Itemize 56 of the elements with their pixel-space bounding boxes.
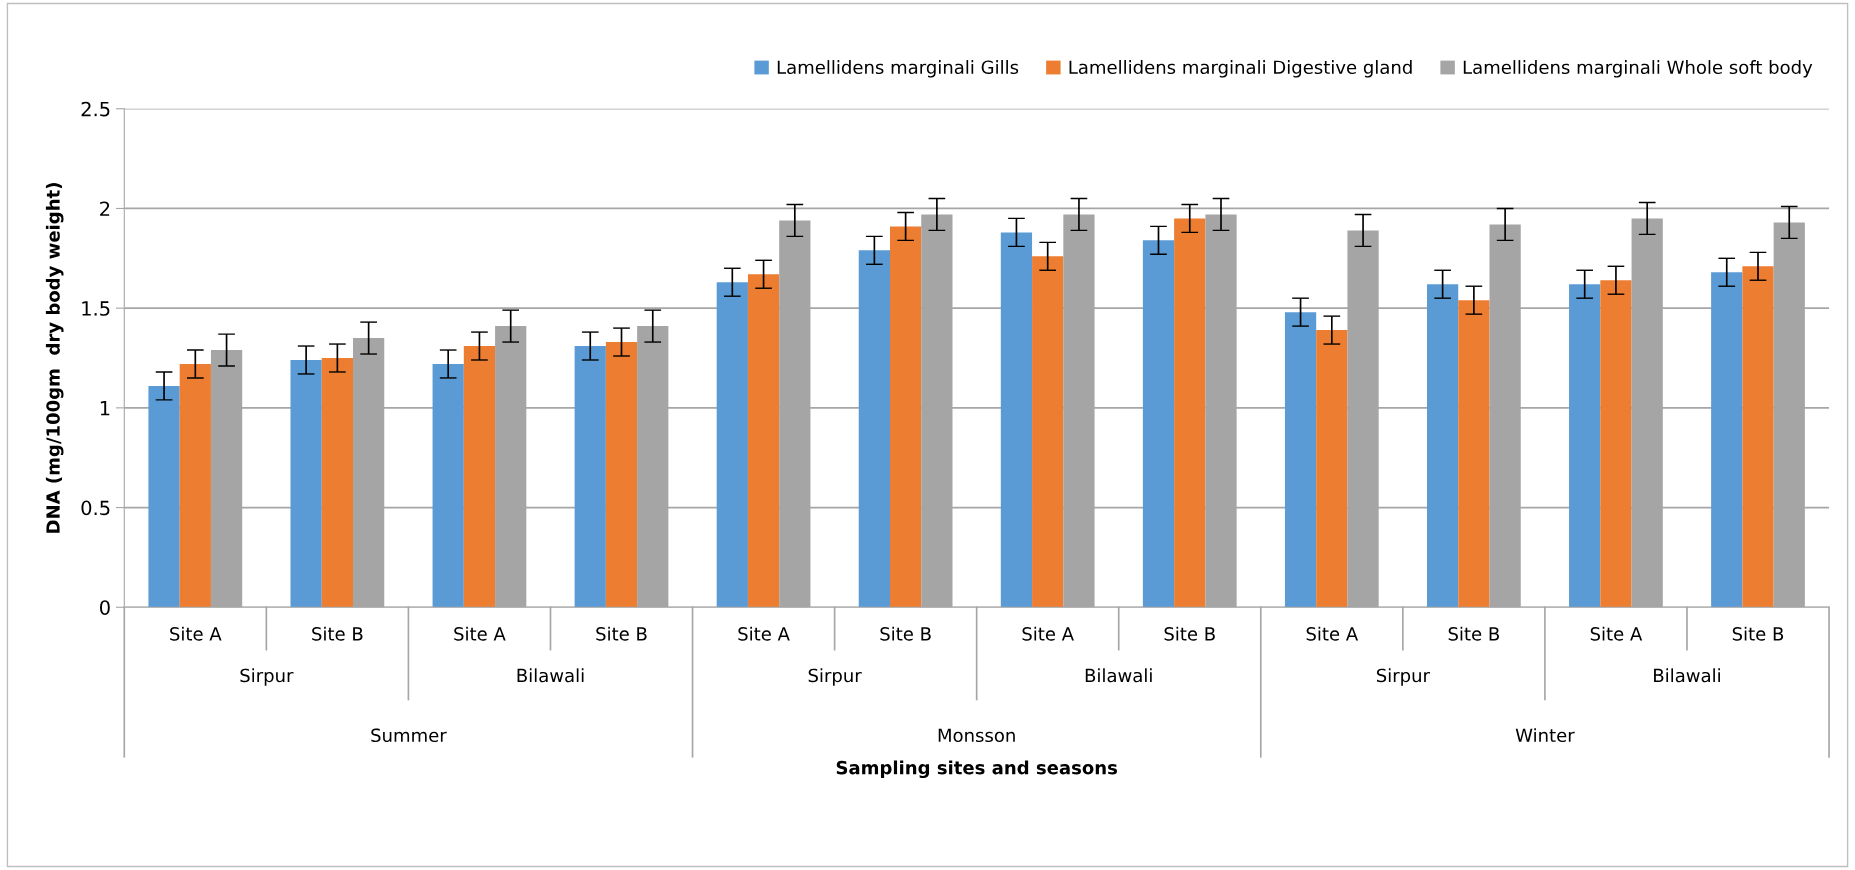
y-tick-label: 0 <box>100 600 110 615</box>
bar <box>1000 232 1033 608</box>
x-tick-label: Site A <box>454 626 506 641</box>
text: Bilawali <box>1654 668 1720 683</box>
y-tick-label: 1 <box>100 401 110 416</box>
bar <box>1569 284 1601 608</box>
bar <box>890 226 922 608</box>
bar <box>290 360 322 608</box>
legend-label: Lamellidens marginali Whole soft body <box>1463 60 1813 78</box>
text: Sampling sites and seasons <box>836 760 1117 779</box>
bar <box>321 358 353 608</box>
bar <box>1458 300 1490 608</box>
x-tick-label: Site B <box>312 626 363 641</box>
x-tick-label: Site B <box>1448 626 1499 641</box>
bar <box>858 250 890 608</box>
bar <box>1711 272 1743 608</box>
bar <box>1174 218 1206 608</box>
text: Bilawali <box>517 668 584 683</box>
bar <box>747 274 780 608</box>
x-tick-label: Site B <box>1164 626 1215 641</box>
bar <box>1426 284 1459 608</box>
bar <box>605 342 638 608</box>
x-tick-label: Site B <box>880 626 931 641</box>
text: Sirpur <box>240 668 294 686</box>
bar <box>1032 256 1064 608</box>
bar <box>432 363 464 608</box>
bar <box>1284 312 1317 608</box>
x-tick-label: Site A <box>170 626 222 641</box>
bar <box>574 346 606 608</box>
x-tick-label: Site A <box>1306 626 1359 641</box>
bar <box>1142 240 1175 608</box>
x-tick-label: Site A <box>1590 626 1643 641</box>
bar <box>1600 280 1632 608</box>
bar <box>716 282 748 608</box>
x-tick-label: Site B <box>1732 626 1784 641</box>
bar <box>179 363 211 608</box>
y-tick-label: 2.5 <box>81 101 110 117</box>
y-tick-label: 0.5 <box>81 500 110 516</box>
text: Sirpur <box>808 668 862 686</box>
bar <box>148 385 180 608</box>
legend-label: Lamellidens marginali Digestive gland <box>1069 60 1412 78</box>
text: Summer <box>371 728 447 743</box>
x-tick-label: Site A <box>1022 626 1074 641</box>
text: Sirpur <box>1376 668 1430 686</box>
y-tick-label: 1.5 <box>82 301 110 316</box>
text: Monsson <box>938 728 1015 743</box>
text: Winter <box>1515 728 1575 743</box>
bar <box>1742 266 1774 608</box>
bar <box>1316 330 1348 608</box>
x-tick-label: Site B <box>596 626 647 641</box>
legend-label: Lamellidens marginali Gills <box>777 60 1019 78</box>
bar <box>463 346 496 608</box>
text: Bilawali <box>1085 668 1152 683</box>
y-axis-title: DNA (mg/100gm dry body weight) <box>45 183 64 533</box>
y-tick-label: 2 <box>100 201 110 216</box>
x-tick-label: Site A <box>738 626 790 641</box>
